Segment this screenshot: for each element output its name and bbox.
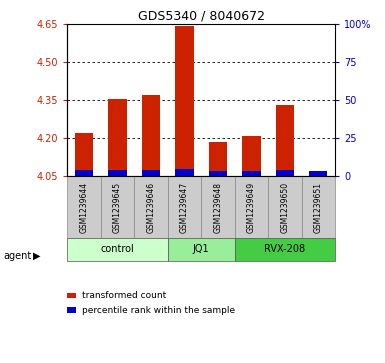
Text: GSM1239647: GSM1239647 [180,182,189,233]
Bar [175,169,194,176]
Text: ▶: ▶ [33,251,40,261]
Text: transformed count: transformed count [82,291,166,300]
Title: GDS5340 / 8040672: GDS5340 / 8040672 [138,9,264,23]
FancyBboxPatch shape [134,176,168,237]
Bar [276,170,294,176]
Bar [75,170,93,176]
Text: GSM1239649: GSM1239649 [247,182,256,233]
FancyBboxPatch shape [268,176,301,237]
FancyBboxPatch shape [301,176,335,237]
Bar [142,170,160,176]
Bar [75,133,93,176]
Text: percentile rank within the sample: percentile rank within the sample [82,306,235,314]
Bar [108,99,127,176]
Text: GSM1239648: GSM1239648 [213,182,223,233]
FancyBboxPatch shape [168,176,201,237]
Bar [276,105,294,176]
Bar [209,142,227,176]
Text: GSM1239651: GSM1239651 [314,182,323,233]
Text: JQ1: JQ1 [193,244,209,254]
Bar [209,171,227,176]
FancyBboxPatch shape [67,176,101,237]
FancyBboxPatch shape [67,238,168,261]
FancyBboxPatch shape [234,176,268,237]
Text: GSM1239646: GSM1239646 [146,182,156,233]
FancyBboxPatch shape [201,176,234,237]
Text: control: control [100,244,134,254]
FancyBboxPatch shape [101,176,134,237]
Bar [309,171,327,176]
Bar [309,173,327,176]
Text: GSM1239644: GSM1239644 [80,182,89,233]
FancyBboxPatch shape [168,238,234,261]
Text: GSM1239650: GSM1239650 [280,182,289,233]
Bar [242,136,261,176]
Bar [142,95,160,176]
Bar [242,171,261,176]
Text: RVX-208: RVX-208 [264,244,305,254]
Bar [175,26,194,176]
Text: GSM1239645: GSM1239645 [113,182,122,233]
Text: agent: agent [4,251,32,261]
Bar [108,170,127,176]
FancyBboxPatch shape [234,238,335,261]
